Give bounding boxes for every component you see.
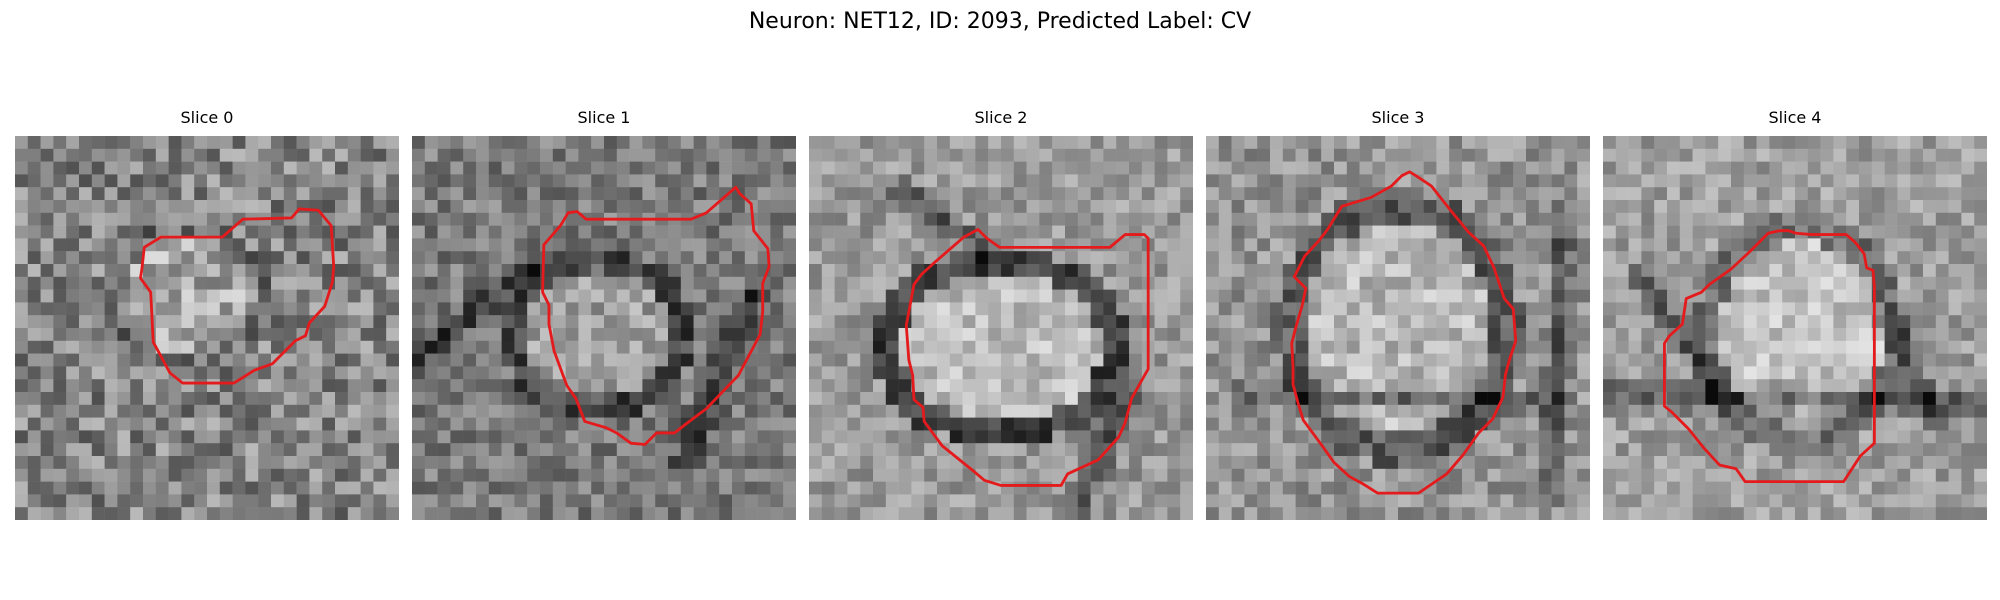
slice-title: Slice 3 [1371, 108, 1425, 127]
slice-panel-2: Slice 2 [809, 108, 1193, 520]
slice-image [1603, 136, 1987, 520]
slice-image [1206, 136, 1590, 520]
slice-image [809, 136, 1193, 520]
slice-title: Slice 0 [180, 108, 234, 127]
microscopy-slice-image [15, 136, 399, 520]
slice-panel-0: Slice 0 [15, 108, 399, 520]
microscopy-slice-image [809, 136, 1193, 520]
slice-image [412, 136, 796, 520]
microscopy-slice-image [412, 136, 796, 520]
figure-title: Neuron: NET12, ID: 2093, Predicted Label… [748, 9, 1252, 34]
slice-panel-1: Slice 1 [412, 108, 796, 520]
slice-title: Slice 4 [1768, 108, 1822, 127]
slice-title: Slice 1 [577, 108, 631, 127]
slice-title: Slice 2 [974, 108, 1028, 127]
neuron-outline [1663, 229, 1876, 484]
slice-image [15, 136, 399, 520]
neuron-outline [1290, 170, 1518, 495]
neuron-outline [541, 185, 771, 446]
slice-panel-4: Slice 4 [1603, 108, 1987, 520]
microscopy-slice-image [1206, 136, 1590, 520]
neuron-outline [904, 228, 1150, 487]
microscopy-slice-image [1603, 136, 1987, 520]
neuron-outline [139, 207, 336, 385]
slice-panel-3: Slice 3 [1206, 108, 1590, 520]
